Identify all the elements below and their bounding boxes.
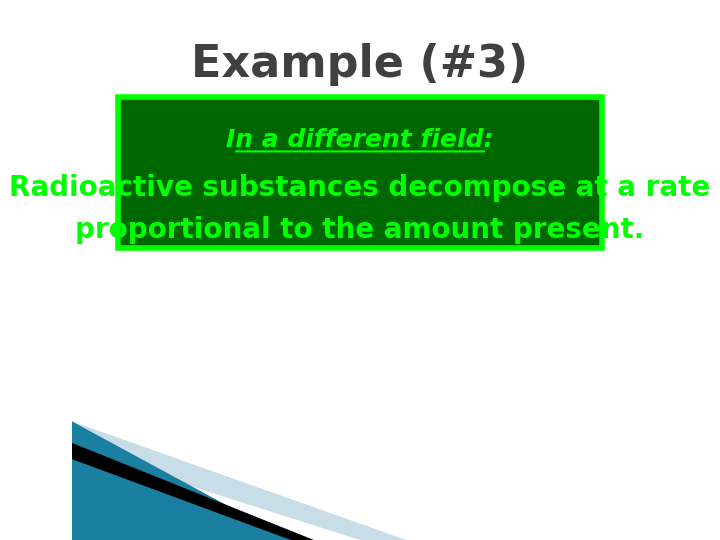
Text: Example (#3): Example (#3) [192,43,528,86]
FancyBboxPatch shape [118,97,602,248]
Polygon shape [71,443,314,540]
Text: Radioactive substances decompose at a rate: Radioactive substances decompose at a ra… [9,174,711,202]
Polygon shape [71,421,291,540]
Text: In a different field:: In a different field: [226,127,494,152]
Text: proportional to the amount present.: proportional to the amount present. [76,216,644,244]
Polygon shape [71,421,406,540]
